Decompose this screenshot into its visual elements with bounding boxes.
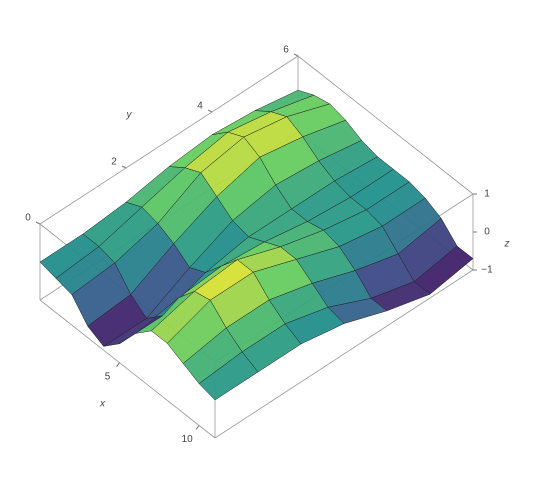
z-tick-label: 1	[484, 189, 490, 200]
y-tick	[35, 221, 41, 225]
y-tick	[207, 109, 213, 113]
box-edge	[39, 299, 216, 439]
surface	[39, 89, 474, 401]
y-tick	[121, 165, 127, 169]
x-axis-label: x	[99, 399, 106, 410]
y-axis-label: y	[126, 110, 133, 121]
y-tick-label: 0	[25, 213, 31, 224]
z-tick-label: −1	[481, 265, 493, 276]
box-edge	[39, 55, 299, 225]
x-tick	[116, 362, 120, 368]
box-edge	[214, 269, 474, 439]
box-edge	[297, 55, 474, 195]
z-axis-label: z	[504, 239, 510, 250]
surface-cell	[103, 315, 163, 347]
y-tick	[293, 53, 299, 57]
y-tick-label: 4	[197, 101, 203, 112]
x-tick-label: 10	[182, 434, 194, 445]
y-tick-label: 2	[111, 157, 117, 168]
surface-cell	[198, 351, 259, 401]
x-tick-label: 5	[105, 371, 111, 382]
x-tick	[195, 425, 200, 430]
axes-labels: 5 10 0 2 4 6 −1 0 1 x y z	[25, 45, 509, 445]
y-tick-label: 6	[283, 45, 289, 56]
z-tick-label: 0	[484, 227, 490, 238]
